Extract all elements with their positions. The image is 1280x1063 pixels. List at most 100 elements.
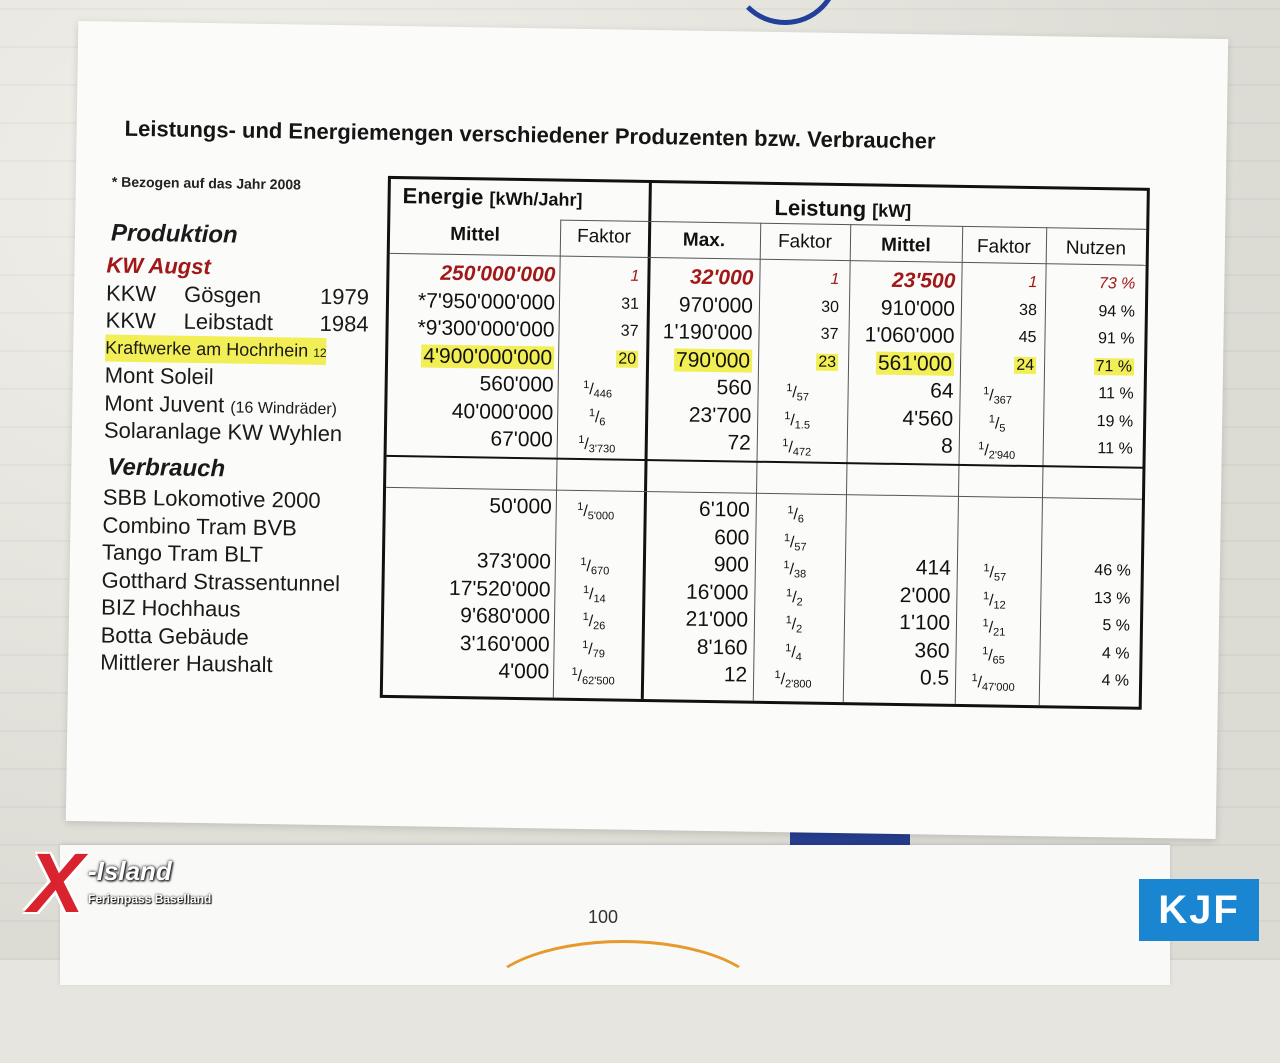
- nutzen-value: 19 %: [1096, 412, 1134, 431]
- energie-mittel-value: 4'900'000'000: [421, 343, 555, 370]
- row-label-name: BIZ Hochhaus: [100, 594, 241, 622]
- row-label: Mont Juvent (16 Windräder): [104, 389, 337, 420]
- fraction-denominator: 26: [592, 620, 606, 633]
- fraction-denominator: 62'500: [581, 675, 615, 688]
- faktor-fraction: 1/38: [783, 559, 807, 581]
- fraction-denominator: 57: [796, 391, 810, 404]
- energie-mittel-value: 3'160'000: [459, 631, 550, 656]
- leistung-mittel-value: 2'000: [899, 583, 951, 608]
- leistung-mittel-faktor-value: 38: [1019, 301, 1038, 319]
- faktor-fraction: 1/6: [787, 504, 805, 526]
- leistung-mittel-value: 4'560: [902, 406, 954, 431]
- fraction-numerator: 1: [978, 440, 985, 453]
- faktor-fraction: 1/14: [582, 583, 606, 605]
- fraction-denominator: 446: [593, 388, 613, 401]
- fraction-denominator: 38: [793, 568, 807, 581]
- nutzen-value: 13 %: [1093, 589, 1131, 608]
- faktor-fraction: 1/446: [583, 378, 613, 401]
- row-label: KW Augst: [106, 251, 211, 280]
- leistung-max-value: 72: [727, 431, 751, 455]
- fraction-numerator: 1: [983, 562, 990, 575]
- lower-sheet-number: 100: [588, 907, 619, 927]
- row-label-year: 1979: [319, 283, 370, 310]
- energie-mittel-value: 4'000: [498, 659, 550, 684]
- fraction-numerator: 1: [982, 589, 990, 602]
- leistung-mittel-faktor-value: 1: [1028, 273, 1038, 292]
- faktor-fraction: 1/65: [982, 644, 1005, 667]
- faktor-fraction: 1/2'800: [774, 669, 812, 691]
- leistung-max-value: 32'000: [689, 265, 754, 290]
- faktor-fraction: 1/26: [582, 611, 606, 633]
- row-label: Solaranlage KW Wyhlen: [104, 416, 343, 447]
- fraction-numerator: 1: [787, 504, 794, 517]
- faktor-fraction: 1/47'000: [971, 672, 1015, 694]
- nutzen-value: 4 %: [1101, 644, 1130, 663]
- faktor-fraction: 1/6: [588, 406, 606, 428]
- kjf-logo: KJF: [1139, 879, 1259, 941]
- leistung-max-faktor-value: 30: [821, 298, 840, 316]
- fraction-denominator: 12: [993, 598, 1006, 612]
- row-label: Kraftwerke am Hochrhein 12: [105, 333, 327, 365]
- section-produktion: Produktion: [110, 219, 238, 249]
- leistung-max-value: 560: [716, 376, 752, 400]
- poster-title: Leistungs- und Energiemengen verschieden…: [124, 115, 936, 154]
- faktor-fraction: 1/21: [982, 617, 1006, 639]
- row-label: Gotthard Strassentunnel: [101, 566, 340, 597]
- row-label-name: Mont Juvent: [104, 389, 225, 417]
- energie-mittel-value: 17'520'000: [448, 576, 551, 602]
- nutzen-value: 11 %: [1098, 385, 1134, 403]
- fraction-numerator: 1: [783, 559, 790, 572]
- fraction-numerator: 1: [774, 669, 781, 682]
- leistung-mittel-value: 910'000: [880, 296, 956, 321]
- x-island-logo-mark: X: [28, 836, 85, 930]
- energie-mittel-value: 67'000: [490, 427, 554, 452]
- energie-mittel-value: *9'300'000'000: [417, 316, 555, 342]
- nutzen-value: 4 %: [1101, 672, 1130, 690]
- row-label-name: KW Augst: [106, 252, 211, 280]
- row-label-name: KKW: [105, 307, 156, 334]
- fraction-denominator: 5'000: [587, 510, 615, 523]
- energie-faktor-value: 31: [621, 295, 640, 313]
- leistung-max-value: 900: [713, 553, 750, 577]
- leistung-mittel-value: 414: [915, 556, 952, 580]
- header-energie: Energie [kWh/Jahr]: [402, 183, 583, 210]
- fraction-denominator: 670: [590, 565, 610, 578]
- fraction-numerator: 1: [982, 644, 989, 657]
- fraction-numerator: 1: [982, 617, 989, 630]
- x-island-logo-subtitle: Ferienpass Baselland: [88, 892, 212, 906]
- fraction-denominator: 4: [795, 650, 802, 663]
- fraction-numerator: 1: [583, 378, 590, 392]
- header-l-mittel: Mittel: [880, 234, 931, 257]
- nutzen-value: 73 %: [1098, 275, 1136, 293]
- faktor-fraction: 1/57: [786, 382, 810, 404]
- data-table: Energie [kWh/Jahr] Leistung [kW] Mittel …: [379, 175, 1150, 710]
- footnote: * Bezogen auf das Jahr 2008: [111, 173, 302, 193]
- nutzen-value: 91 %: [1097, 330, 1135, 348]
- row-label-name: Mittlerer Haushalt: [100, 649, 273, 678]
- faktor-fraction: 1/1.5: [784, 409, 811, 432]
- faktor-fraction: 1/79: [582, 638, 605, 660]
- faktor-fraction: 1/670: [580, 555, 610, 578]
- header-leistung: Leistung [kW]: [774, 194, 912, 222]
- poster-sheet: Leistungs- und Energiemengen verschieden…: [65, 21, 1229, 839]
- fraction-denominator: 1.5: [794, 418, 811, 432]
- row-label-name: Solaranlage KW Wyhlen: [103, 417, 343, 447]
- energie-mittel-value: 560'000: [479, 372, 554, 397]
- fraction-denominator: 21: [992, 626, 1006, 639]
- leistung-mittel-value: 360: [914, 638, 950, 663]
- fraction-denominator: 6: [599, 415, 606, 428]
- row-label: Mont Soleil: [105, 361, 214, 390]
- faktor-fraction: 1/57: [783, 531, 807, 554]
- fraction-numerator: 1: [578, 433, 585, 447]
- x-island-logo: X -Island Ferienpass Baselland: [24, 838, 234, 938]
- fraction-numerator: 1: [582, 583, 590, 596]
- row-label: Mittlerer Haushalt: [100, 648, 273, 678]
- nutzen-value: 11 %: [1097, 440, 1133, 458]
- leistung-max-value: 21'000: [685, 607, 749, 632]
- row-label-suffix: (16 Windräder): [230, 398, 338, 418]
- row-label-name: Gotthard Strassentunnel: [101, 566, 341, 596]
- fraction-denominator: 79: [592, 647, 605, 660]
- lower-sheet-arc: [480, 940, 766, 1063]
- row-label: BIZ Hochhaus: [101, 593, 241, 622]
- leistung-max-value: 23'700: [688, 403, 752, 428]
